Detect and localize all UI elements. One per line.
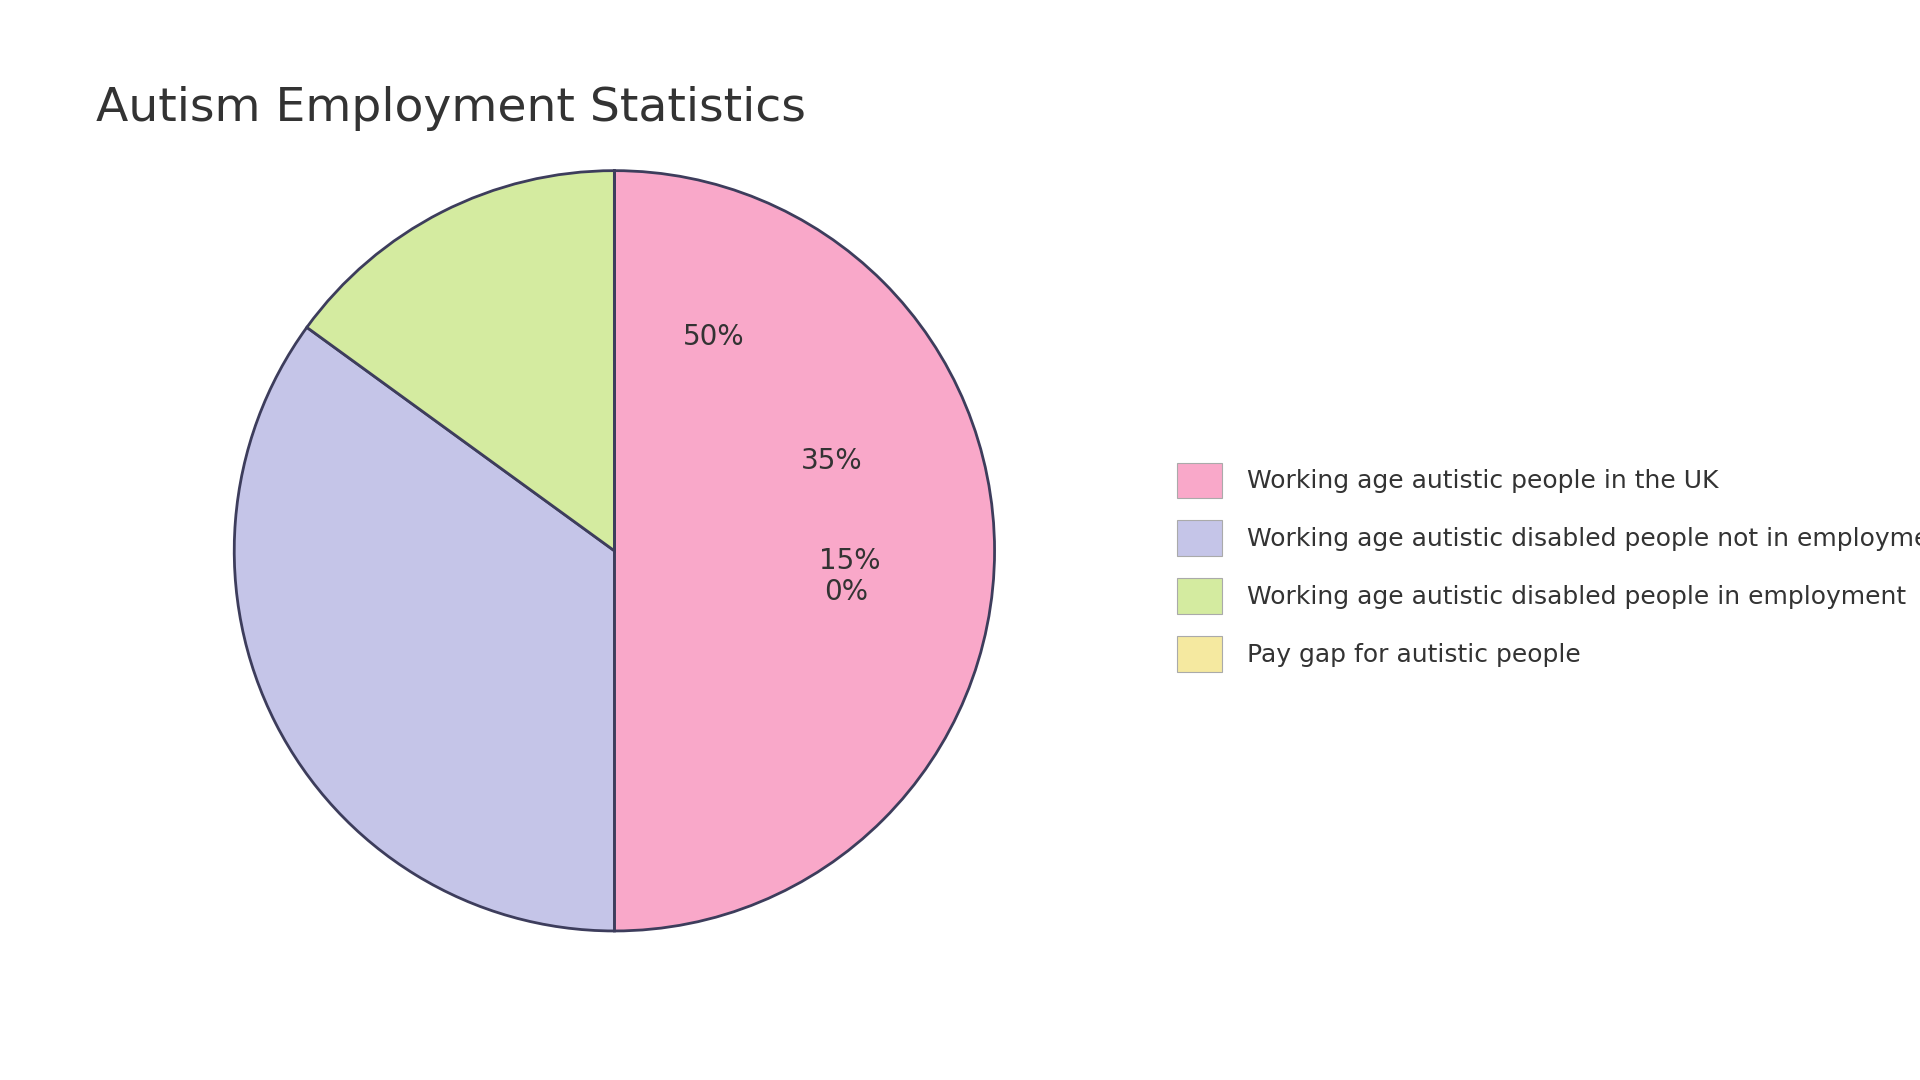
Text: Autism Employment Statistics: Autism Employment Statistics: [96, 86, 806, 132]
Legend: Working age autistic people in the UK, Working age autistic disabled people not : Working age autistic people in the UK, W…: [1165, 450, 1920, 684]
Wedge shape: [614, 171, 995, 931]
Wedge shape: [307, 171, 614, 551]
Wedge shape: [234, 327, 614, 931]
Text: 0%: 0%: [824, 578, 868, 606]
Text: 50%: 50%: [684, 323, 745, 351]
Text: 15%: 15%: [820, 548, 881, 575]
Text: 35%: 35%: [801, 447, 862, 474]
